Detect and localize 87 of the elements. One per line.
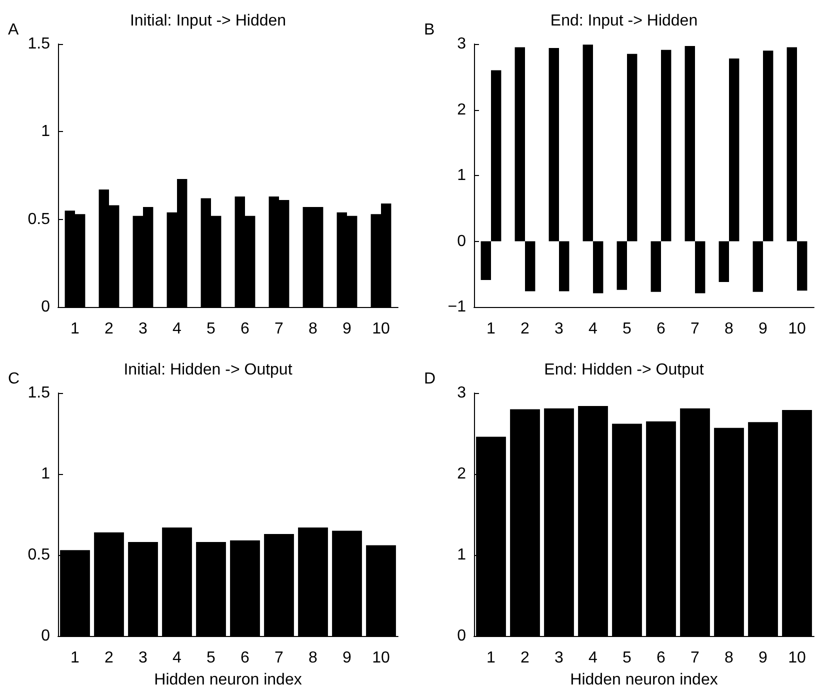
- y-tick-label: 2: [457, 101, 466, 118]
- x-tick-label: 2: [520, 650, 530, 666]
- x-tick-label: 7: [690, 650, 700, 666]
- y-tick-label: 1.5: [28, 36, 50, 52]
- x-tick-label: 7: [274, 650, 284, 666]
- x-tick-label: 8: [724, 650, 734, 666]
- x-tick-label: 2: [104, 650, 114, 666]
- x-tick-label: 8: [308, 650, 318, 666]
- bar: [491, 70, 502, 242]
- text: A: [8, 22, 19, 38]
- bar: [650, 241, 661, 292]
- bar: [593, 241, 604, 294]
- bar: [684, 46, 695, 242]
- x-tick-label: 3: [554, 650, 564, 666]
- x-tick-label: 8: [724, 320, 734, 338]
- x-tick-label: 5: [622, 650, 632, 666]
- x-tick-label: 10: [372, 650, 390, 666]
- y-tick-label: 2: [457, 466, 466, 482]
- x-tick-label: 1: [486, 320, 496, 338]
- y-tick-label: 0: [457, 628, 466, 644]
- bar: [729, 58, 740, 242]
- x-tick-label: 3: [138, 650, 148, 666]
- y-tick-label: 0: [457, 232, 466, 250]
- bar: [627, 54, 638, 242]
- x-tick-label: 8: [308, 320, 318, 338]
- bar: [786, 47, 797, 242]
- x-tick-label: 4: [588, 320, 598, 338]
- x-tick-label: 1: [486, 650, 496, 666]
- x-axis-title: Hidden neuron index: [154, 672, 302, 688]
- x-tick-label: 4: [588, 650, 598, 666]
- x-tick-label: 7: [274, 320, 284, 338]
- x-tick-label: 10: [372, 320, 390, 338]
- bar: [548, 48, 559, 242]
- y-tick-label: −1: [448, 298, 466, 316]
- x-tick-label: 6: [656, 320, 666, 338]
- bar: [752, 241, 763, 292]
- x-tick-label: 9: [342, 320, 352, 338]
- x-tick-label: 9: [758, 320, 768, 338]
- x-tick-label: 4: [172, 650, 182, 666]
- x-tick-label: 1: [70, 650, 80, 666]
- x-tick-label: 5: [206, 650, 216, 666]
- x-tick-label: 6: [240, 650, 250, 666]
- y-tick-label: 0.5: [28, 546, 50, 564]
- y-tick-label: 0.5: [28, 210, 50, 228]
- bar: [718, 241, 729, 282]
- text: D: [424, 370, 436, 388]
- bar: [559, 241, 570, 292]
- x-tick-label: 4: [172, 320, 182, 338]
- x-tick-label: 6: [240, 320, 250, 338]
- y-tick-label: 1.5: [28, 384, 50, 402]
- x-tick-label: 10: [788, 320, 806, 338]
- bar: [582, 44, 593, 242]
- y-tick-label: 1: [457, 167, 466, 184]
- y-tick-label: 0: [41, 628, 50, 644]
- bar: [525, 241, 536, 292]
- bar: [616, 241, 627, 290]
- bar: [514, 47, 525, 242]
- x-tick-label: 9: [342, 650, 352, 666]
- chart-title: Initial: Input -> Hidden: [130, 12, 286, 30]
- chart-title: Initial: Hidden -> Output: [124, 362, 293, 378]
- chart-title: End: Hidden -> Output: [544, 362, 704, 378]
- x-tick-label: 5: [622, 320, 632, 338]
- bar: [695, 241, 706, 294]
- chart-title: End: Input -> Hidden: [550, 12, 698, 30]
- x-tick-label: 10: [788, 650, 806, 666]
- x-tick-label: 2: [104, 320, 114, 338]
- bar: [763, 50, 774, 242]
- x-tick-label: 1: [70, 320, 80, 338]
- y-tick-label: 1: [457, 546, 466, 564]
- bar: [480, 241, 491, 280]
- text: B: [424, 22, 435, 38]
- y-tick-label: 3: [457, 36, 466, 52]
- y-tick-label: 3: [457, 384, 466, 402]
- x-tick-label: 5: [206, 320, 216, 338]
- y-tick-label: 0: [41, 298, 50, 316]
- text: C: [8, 370, 20, 388]
- x-tick-label: 7: [690, 320, 700, 338]
- x-tick-label: 3: [138, 320, 148, 338]
- x-tick-label: 6: [656, 650, 666, 666]
- x-tick-label: 2: [520, 320, 530, 338]
- x-tick-label: 3: [554, 320, 564, 338]
- y-tick-label: 1: [41, 466, 50, 482]
- x-tick-label: 9: [758, 650, 768, 666]
- x-axis-title: Hidden neuron index: [570, 672, 718, 688]
- bar: [661, 50, 672, 242]
- y-tick-label: 1: [41, 123, 50, 140]
- bar: [797, 241, 808, 291]
